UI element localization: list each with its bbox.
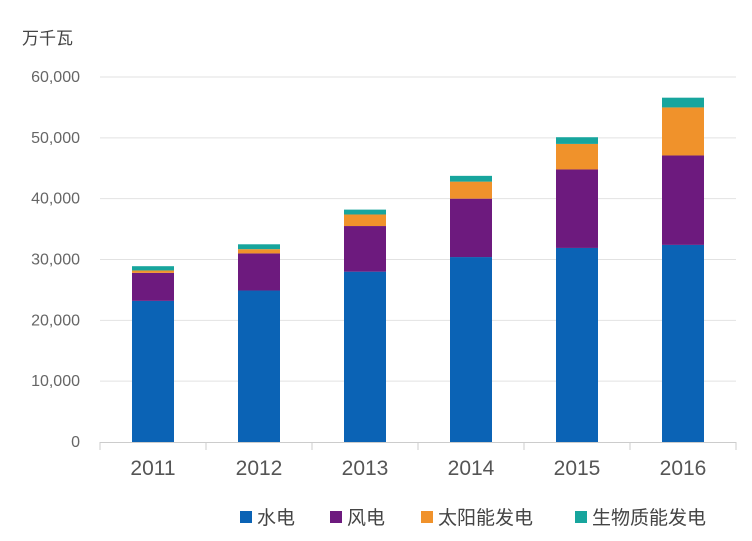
legend-swatch [240,511,252,523]
legend: 水电 风电 太阳能发电 生物质能发电 [240,507,706,529]
x-tick-label: 2015 [554,457,601,480]
bar-segment [556,137,598,144]
legend-swatch [575,511,587,523]
bar-segment [132,300,174,442]
bar-segment [238,253,280,291]
bar-segment [450,181,492,199]
legend-swatch [330,511,342,523]
bar-segment [238,290,280,442]
y-tick-label: 50,000 [31,130,80,147]
legend-label: 水电 [257,507,295,529]
bar-segment [344,226,386,272]
bar-segment [662,155,704,245]
y-tick-label: 10,000 [31,373,80,390]
x-tick-label: 2016 [660,457,707,480]
bar-segment [662,107,704,156]
y-tick-label: 20,000 [31,312,80,329]
bar-segment [238,249,280,254]
bar-segment [344,214,386,227]
legend-swatch [421,511,433,523]
y-axis-ticks: 0 10,000 20,000 30,000 40,000 50,000 60,000 [31,69,80,451]
y-tick-label: 30,000 [31,252,80,269]
legend-label: 太阳能发电 [438,507,533,529]
bar-segment [662,97,704,108]
y-tick-label: 0 [71,434,80,451]
bar-segment [450,257,492,442]
x-tick-label: 2013 [342,457,389,480]
bar-segment [132,266,174,271]
gridlines [100,76,736,382]
bar-segment [238,244,280,250]
bar-segment [132,270,174,273]
bar-segment [556,143,598,170]
y-tick-label: 60,000 [31,69,80,86]
bar-segment [662,244,704,442]
y-tick-label: 40,000 [31,191,80,208]
legend-label: 生物质能发电 [592,507,706,529]
bar-segment [344,209,386,215]
bar-segment [450,175,492,182]
bar-segment [556,169,598,248]
bars [132,97,704,442]
x-tick-label: 2012 [236,457,283,480]
y-axis-unit-label: 万千瓦 [22,29,73,49]
bar-segment [132,272,174,301]
legend-label: 风电 [347,507,385,529]
bar-segment [344,271,386,442]
x-axis-ticks: 2011 2012 2013 2014 2015 2016 [99,442,737,480]
x-tick-label: 2011 [130,457,175,480]
bar-segment [556,247,598,442]
x-tick-label: 2014 [448,457,495,480]
bar-segment [450,198,492,258]
